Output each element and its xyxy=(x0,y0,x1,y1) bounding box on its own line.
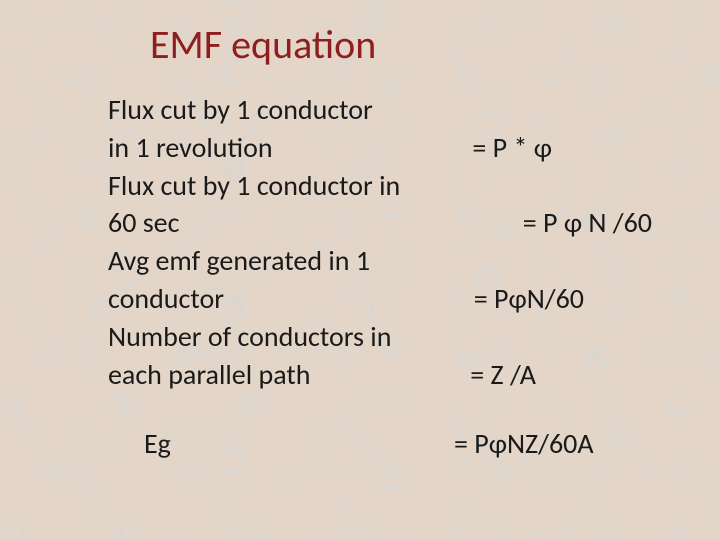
line-5-text: Avg emf generated in 1 xyxy=(108,242,660,280)
line-2-left: in 1 revolution xyxy=(108,129,472,167)
body-line-8: each parallel path = Z /A xyxy=(108,356,660,394)
body-line-1: Flux cut by 1 conductor xyxy=(108,91,660,129)
line-7-text: Number of conductors in xyxy=(108,318,660,356)
line-8-left: each parallel path xyxy=(108,356,470,394)
line-final-right: = PφNZ/60A xyxy=(454,425,594,463)
line-final-left: Eg xyxy=(144,425,454,463)
line-4-right: = P φ N /60 xyxy=(523,204,652,242)
line-1-text: Flux cut by 1 conductor xyxy=(108,91,660,129)
line-6-left: conductor xyxy=(108,280,492,318)
line-3-text: Flux cut by 1 conductor in xyxy=(108,167,660,205)
line-4-left: 60 sec xyxy=(108,204,523,242)
body-line-4: 60 sec = P φ N /60 xyxy=(108,204,660,242)
body-line-6: conductor = PφN/60 xyxy=(108,280,660,318)
body-line-2: in 1 revolution = P * φ xyxy=(108,129,660,167)
body-line-final: Eg = PφNZ/60A xyxy=(108,425,660,463)
body-line-5: Avg emf generated in 1 xyxy=(108,242,660,280)
slide-title: EMF equation xyxy=(150,20,680,69)
slide-body: Flux cut by 1 conductor in 1 revolution … xyxy=(40,91,680,463)
body-line-3: Flux cut by 1 conductor in xyxy=(108,167,660,205)
line-2-right: = P * φ xyxy=(472,129,552,167)
body-line-7: Number of conductors in xyxy=(108,318,660,356)
line-8-right: = Z /A xyxy=(470,356,536,394)
line-6-right: = PφN/60 xyxy=(474,280,584,318)
